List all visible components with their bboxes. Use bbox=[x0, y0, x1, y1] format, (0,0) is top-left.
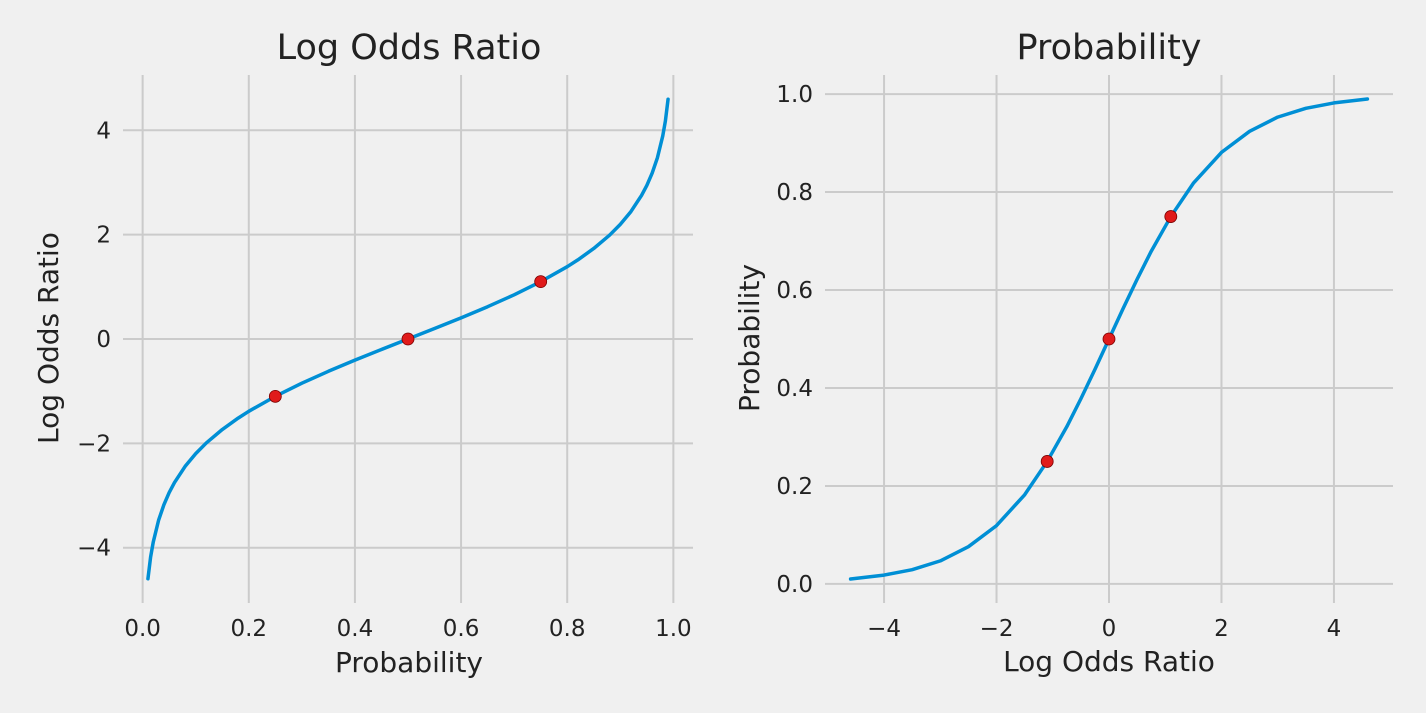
right-chart-xtick-label: 0 bbox=[1102, 616, 1117, 642]
left-chart-ytick-label: 0 bbox=[96, 327, 111, 353]
right-chart-ylabel: Probability bbox=[733, 264, 766, 412]
left-chart-ytick-label: −4 bbox=[77, 536, 111, 562]
right-chart-scatter-point bbox=[1164, 210, 1178, 223]
right-chart-ytick-label: 1.0 bbox=[776, 82, 813, 108]
right-chart-ytick-label: 0.0 bbox=[776, 572, 813, 598]
left-chart-xlabel: Probability bbox=[335, 646, 483, 679]
left-chart-xtick-label: 0.0 bbox=[124, 616, 161, 642]
left-chart-ytick-label: 4 bbox=[96, 118, 111, 144]
right-chart-xtick-label: 4 bbox=[1327, 616, 1342, 642]
right-chart-scatter-point bbox=[1102, 332, 1116, 346]
right-chart-xlabel: Log Odds Ratio bbox=[1003, 645, 1215, 678]
right-chart-scatter-point bbox=[1040, 455, 1054, 468]
left-chart-xtick-label: 1.0 bbox=[655, 616, 692, 642]
left-chart-xtick-label: 0.8 bbox=[549, 616, 586, 642]
left-chart-scatter-point bbox=[268, 389, 282, 403]
left-chart-panel: Log Odds Ratio Probability Log Odds Rati… bbox=[32, 28, 693, 679]
left-chart-xtick-label: 0.2 bbox=[230, 616, 267, 642]
left-chart-scatter-point bbox=[534, 275, 548, 289]
left-chart-ytick-label: 2 bbox=[96, 223, 111, 249]
right-chart-title: Probability bbox=[1016, 28, 1201, 68]
right-chart-xtick-label: −4 bbox=[867, 616, 901, 642]
left-chart-xtick-label: 0.6 bbox=[443, 616, 480, 642]
left-chart-ylabel: Log Odds Ratio bbox=[32, 232, 65, 444]
right-chart-ytick-label: 0.6 bbox=[776, 278, 813, 304]
left-chart-title: Log Odds Ratio bbox=[277, 28, 542, 68]
left-chart-scatter-point bbox=[401, 332, 415, 346]
right-chart-xtick-label: 2 bbox=[1214, 616, 1229, 642]
right-chart-ytick-label: 0.2 bbox=[776, 474, 813, 500]
right-chart-panel: Probability Log Odds Ratio Probability −… bbox=[733, 28, 1393, 678]
left-chart-xtick-label: 0.4 bbox=[337, 616, 374, 642]
right-chart-ytick-label: 0.8 bbox=[776, 180, 813, 206]
right-chart-grid bbox=[825, 75, 1393, 603]
right-chart-xtick-label: −2 bbox=[980, 616, 1014, 642]
right-chart-ytick-label: 0.4 bbox=[776, 376, 813, 402]
left-chart-ytick-label: −2 bbox=[77, 431, 111, 457]
